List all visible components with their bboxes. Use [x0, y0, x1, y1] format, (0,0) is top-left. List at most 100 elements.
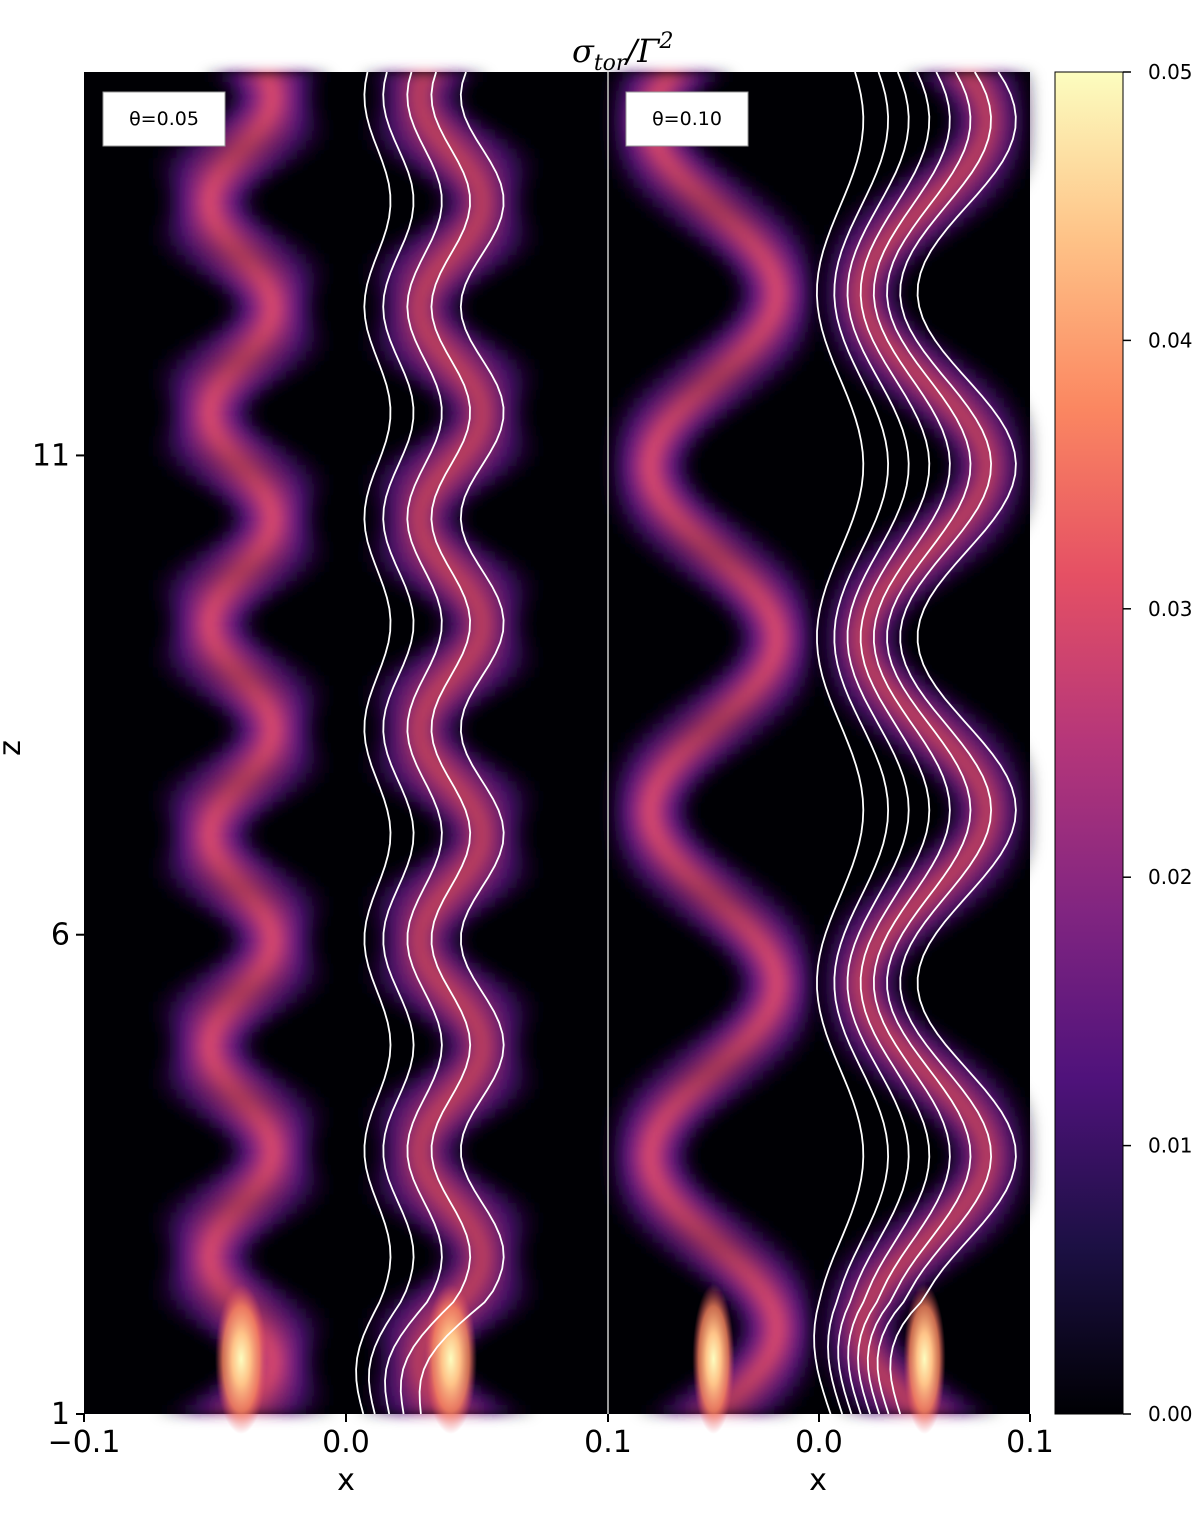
jet-slice [725, 292, 828, 304]
jet-slice [608, 177, 766, 188]
jet-slice [599, 790, 706, 802]
jet-slice [185, 906, 338, 917]
jet-slice [355, 350, 538, 361]
jet-slice [661, 1260, 819, 1272]
jet-slice [936, 1155, 1039, 1166]
jet-slice [623, 1231, 793, 1243]
jet-slice [826, 560, 991, 572]
jet-slice [810, 1356, 935, 1368]
jet-slice [634, 206, 804, 217]
jet-slice [845, 886, 1015, 898]
jet-slice [601, 503, 737, 514]
jet-slice [676, 685, 824, 697]
colorbar-ticks: 0.00 0.01 0.02 0.03 0.04 0.05 [1123, 60, 1193, 1426]
jet-slice [362, 292, 479, 304]
jet-slice [936, 800, 1039, 812]
jet-slice [721, 1308, 828, 1320]
panel-left: θ=0.05 [84, 71, 608, 1434]
jet-slice [362, 1366, 479, 1377]
jet-slice [378, 369, 550, 380]
jet-slice [812, 934, 948, 946]
jet-slice [725, 982, 828, 994]
jet-slice [925, 484, 1039, 495]
jet-slice [362, 925, 479, 936]
jet-slice [599, 436, 713, 447]
jet-slice [714, 953, 828, 965]
jet-slice [661, 1385, 819, 1396]
jet-slice [826, 1251, 991, 1262]
jet-slice [364, 512, 475, 524]
jet-slice [814, 580, 962, 591]
jet-slice [901, 762, 1037, 773]
jet-slice [599, 445, 706, 457]
jet-slice [168, 685, 340, 697]
jet-slice [144, 1011, 297, 1022]
jet-slice [845, 1068, 1015, 1080]
jet-slice [154, 829, 265, 840]
jet-slice [149, 810, 281, 821]
jet-slice [601, 72, 737, 83]
jet-base-mirror-left [424, 1284, 477, 1434]
jet-slice [647, 1049, 812, 1061]
jet-slice [661, 570, 819, 582]
jet-slice [142, 1078, 314, 1090]
jet-slice [145, 781, 328, 792]
jet-slice [690, 1279, 826, 1291]
jet-slice [810, 311, 924, 323]
jet-slice [599, 1126, 713, 1137]
jet-slice [814, 340, 962, 351]
jet-slice [634, 896, 804, 907]
jet-slice [358, 704, 491, 716]
jet-slice [599, 800, 702, 812]
jet-slice [185, 484, 338, 495]
jet-slice [721, 1337, 828, 1348]
jet-slice [690, 934, 826, 946]
jet-slice [213, 311, 330, 323]
jet-slice [213, 100, 330, 112]
jet-slice [142, 1001, 314, 1013]
jet-slice [936, 455, 1039, 466]
jet-slice [721, 618, 828, 629]
jet-slice [810, 1346, 924, 1358]
panel-right: θ=0.10 [599, 71, 1039, 1434]
jet-slice [603, 1203, 751, 1214]
jet-slice [201, 321, 334, 332]
jet-slice [144, 589, 297, 601]
jet-slice [872, 397, 1030, 409]
jet-slice [721, 963, 828, 975]
jet-slice [703, 599, 828, 610]
jet-slice [364, 244, 547, 256]
jet-slice [690, 1021, 826, 1032]
jet-slice [615, 1222, 780, 1233]
jet-slice [814, 685, 962, 697]
jet-slice [362, 522, 479, 534]
jet-slice [901, 72, 1037, 83]
jet-slice [168, 762, 340, 773]
jet-slice [676, 925, 824, 936]
contour-line [367, 71, 415, 1415]
jet-slice [395, 1011, 548, 1022]
jet-slice [355, 982, 538, 994]
jet-slice [623, 723, 793, 735]
jet-slice [217, 723, 328, 735]
jet-slice [826, 215, 991, 227]
jet-slice [845, 378, 1015, 390]
jet-slice [925, 139, 1039, 150]
jet-slice [144, 800, 297, 812]
jet-slice [599, 810, 702, 821]
jet-slice [354, 541, 507, 553]
x-tick-label-left: −0.1 [48, 1425, 121, 1460]
jet-slice [834, 896, 1004, 907]
jet-slice [714, 1346, 828, 1358]
jet-slice [201, 953, 334, 965]
jet-slice [362, 503, 479, 514]
jet-slice [932, 100, 1039, 112]
jet-slice [201, 1126, 334, 1137]
jet-slice [154, 1251, 265, 1262]
jet-slice [615, 1078, 780, 1090]
jet-slice [352, 685, 524, 697]
jet-slice [217, 1356, 328, 1368]
x-axis-label-left: x [337, 1463, 355, 1498]
jet-slice [810, 273, 917, 284]
jet-slice [714, 1001, 828, 1013]
